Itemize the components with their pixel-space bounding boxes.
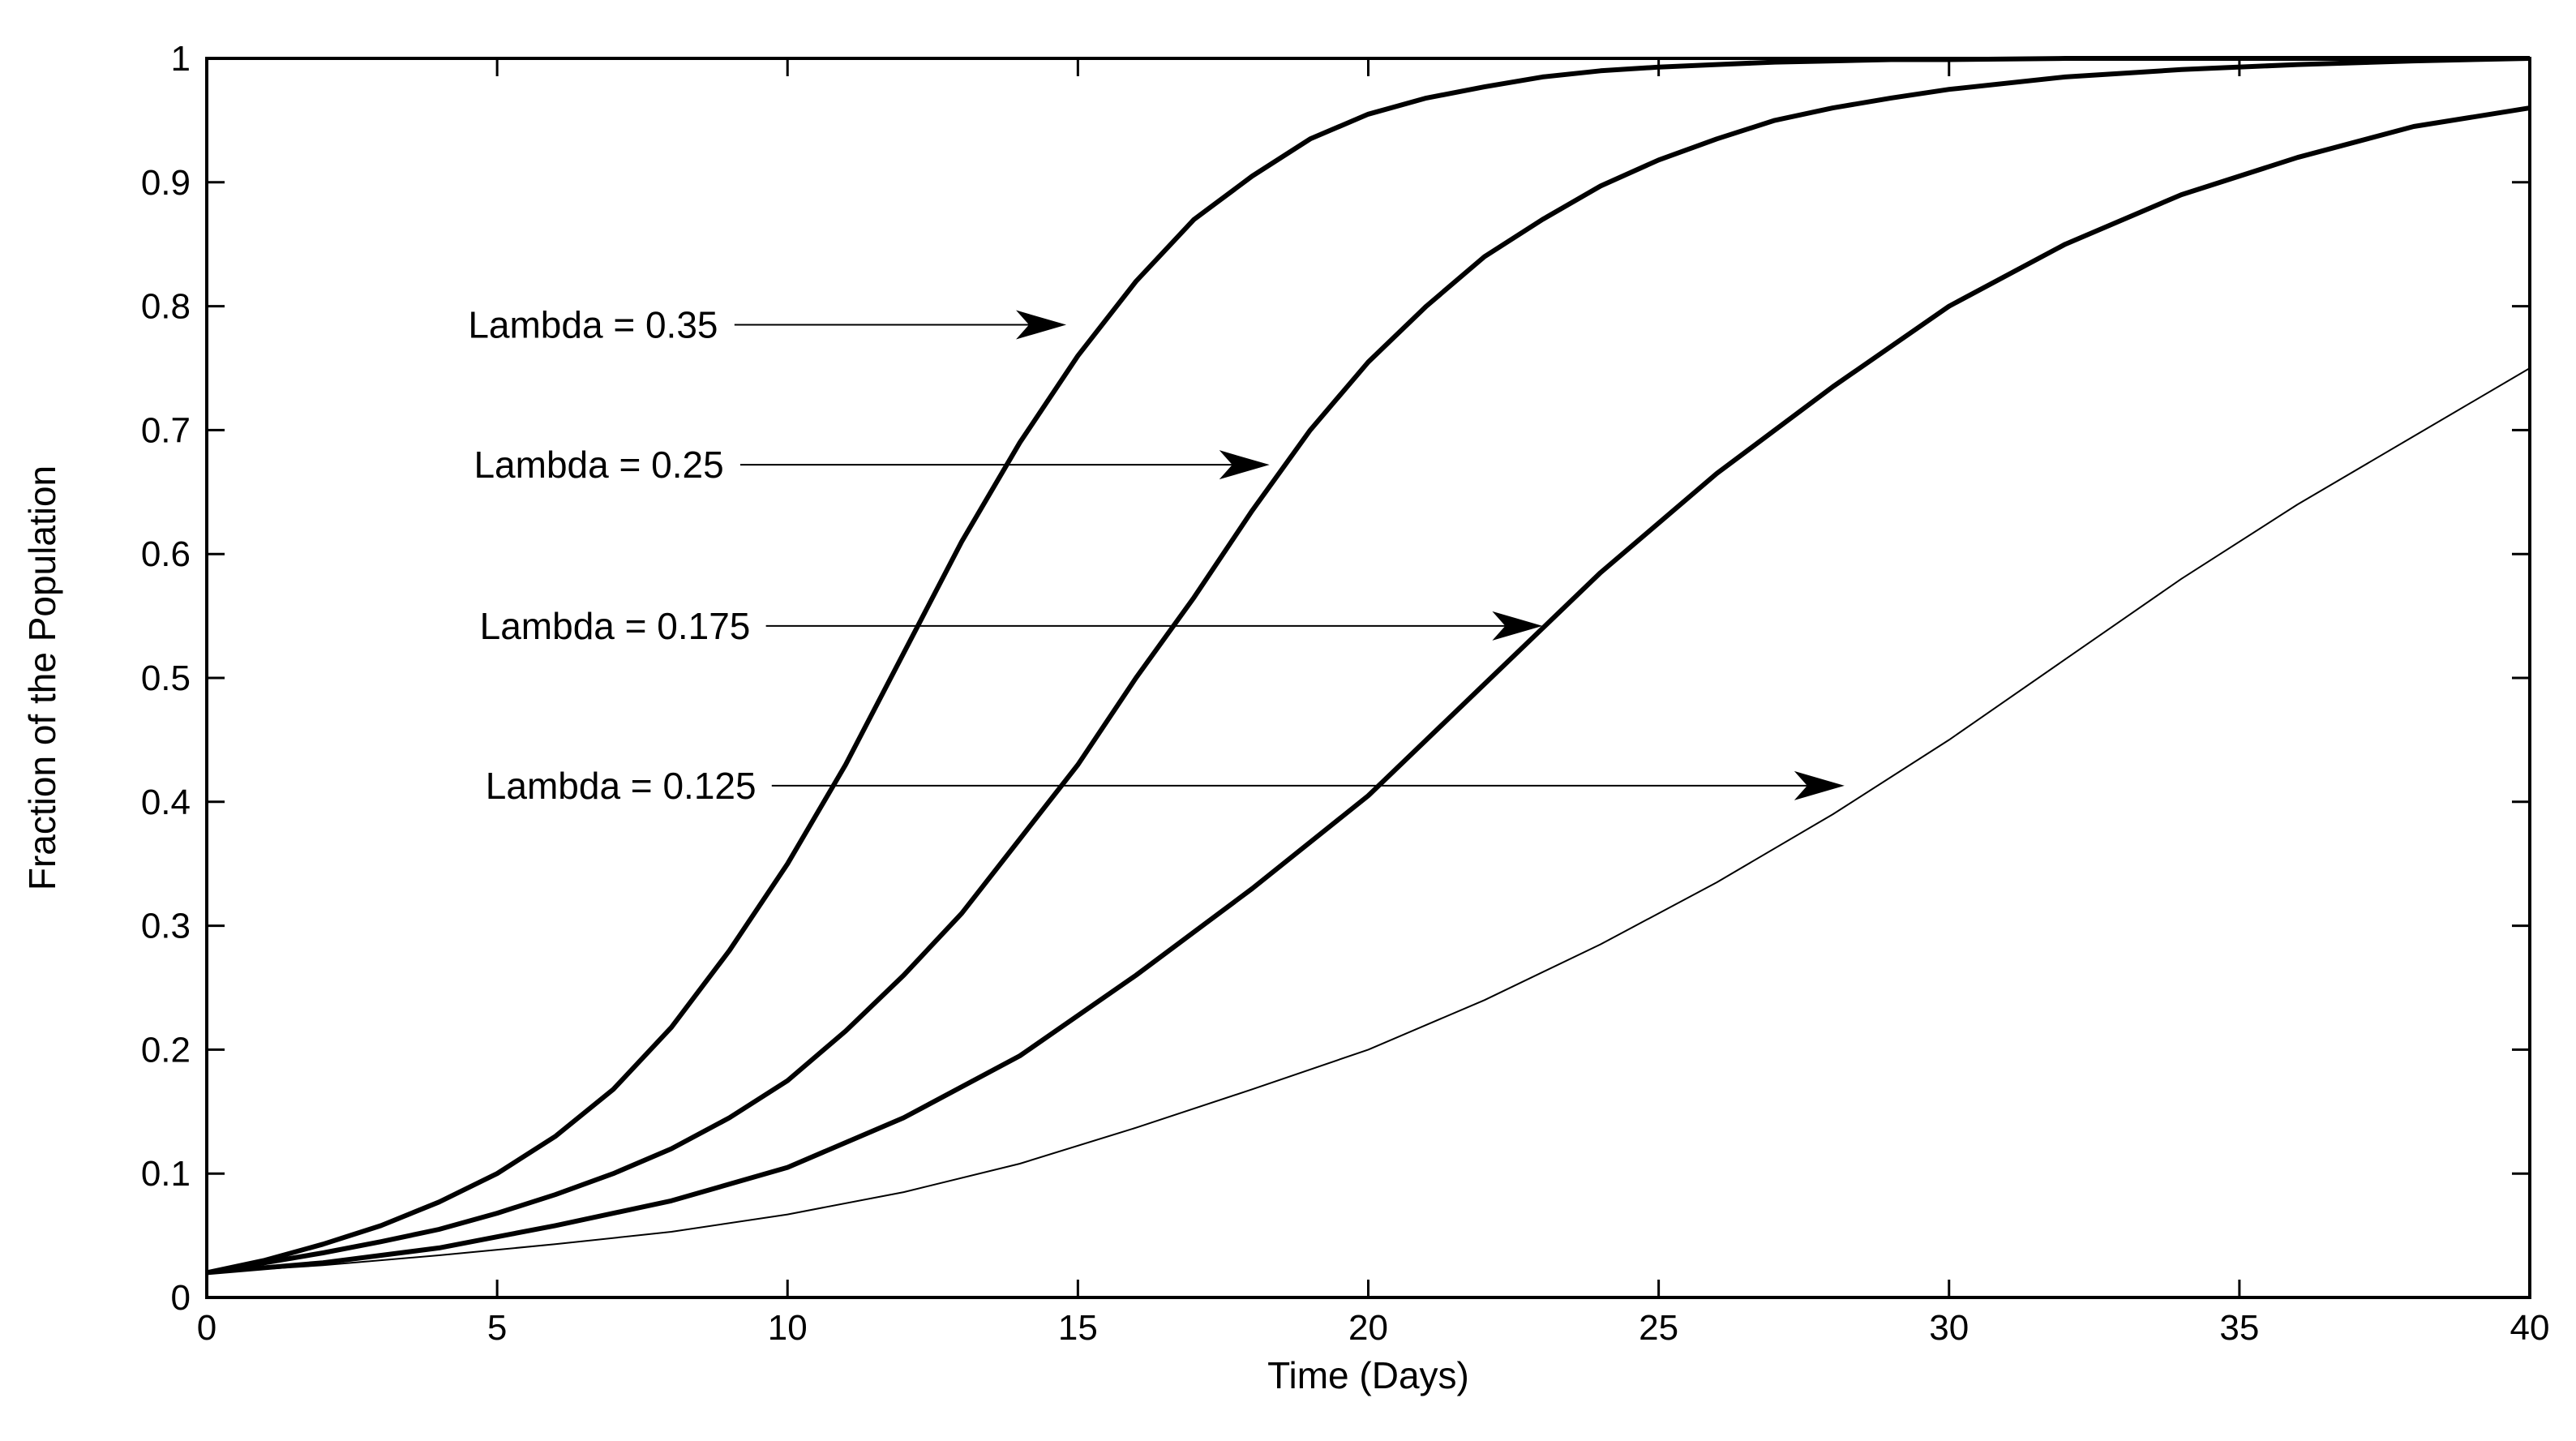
arrowhead-icon: [1794, 770, 1845, 800]
annotation-label: Lambda = 0.175: [480, 605, 751, 647]
plot-area-border: [205, 57, 2531, 1299]
y-axis-title: Fraction of the Population: [21, 465, 63, 890]
arrowhead-icon: [1016, 310, 1067, 340]
annotation-label: Lambda = 0.25: [474, 444, 723, 486]
y-tick-label: 0.3: [141, 907, 191, 946]
arrowhead-icon: [1219, 450, 1270, 480]
x-tick-label: 40: [2510, 1308, 2550, 1348]
y-tick-label: 0.2: [141, 1030, 191, 1070]
series-line-3: [206, 105, 2531, 1276]
x-tick-label: 35: [2219, 1308, 2259, 1348]
x-axis-title: Time (Days): [1267, 1354, 1469, 1396]
y-tick-label: 0.6: [141, 534, 191, 574]
x-tick-label: 25: [1639, 1308, 1678, 1348]
series-line-4: [206, 367, 2531, 1274]
annotation-label: Lambda = 0.35: [468, 304, 718, 346]
y-tick-label: 0.7: [141, 410, 191, 450]
axis-ticks: 0 5 10 15 20 25 30 35 40 0 0.1 0.2 0.3 0.4 0.5 0.6 0.7 0.…: [141, 39, 2550, 1348]
y-tick-label: 1: [171, 39, 191, 79]
annotation-label: Lambda = 0.125: [486, 765, 757, 807]
y-tick-label: 0.9: [141, 163, 191, 203]
x-tick-label: 30: [1929, 1308, 1969, 1348]
annotations: Lambda = 0.35 Lambda = 0.25 Lambda = 0.175…: [468, 304, 1845, 807]
x-tick-label: 0: [197, 1308, 216, 1348]
x-tick-label: 5: [487, 1308, 507, 1348]
arrowhead-icon: [1492, 611, 1543, 641]
x-tick-label: 10: [768, 1308, 808, 1348]
series-line-1: [206, 56, 2530, 1276]
series-lines: [206, 56, 2531, 1276]
x-tick-label: 20: [1348, 1308, 1388, 1348]
x-tick-label: 15: [1058, 1308, 1098, 1348]
y-tick-label: 0: [171, 1278, 191, 1318]
y-tick-label: 0.5: [141, 658, 191, 698]
y-tick-label: 0.8: [141, 287, 191, 327]
y-tick-label: 0.4: [141, 783, 191, 822]
plot-frame: [205, 57, 2531, 1299]
series-line-2: [206, 56, 2531, 1276]
y-tick-label: 0.1: [141, 1154, 191, 1194]
